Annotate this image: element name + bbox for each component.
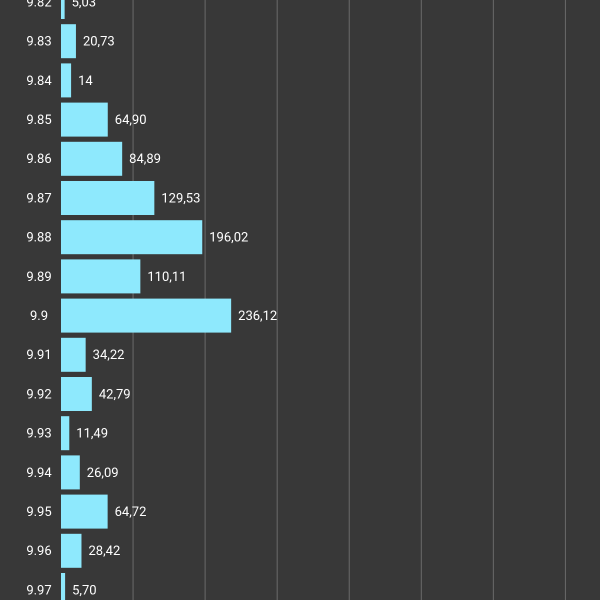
category-label: 9.95: [26, 505, 51, 520]
bar: [61, 220, 203, 255]
value-label: 20,73: [83, 35, 115, 50]
bar: [61, 416, 70, 451]
category-label: 9.88: [26, 231, 51, 246]
bar: [61, 298, 232, 333]
bar: [61, 533, 82, 568]
category-label: 9.87: [26, 191, 51, 206]
value-label: 42,79: [99, 387, 131, 402]
value-label: 34,22: [93, 348, 125, 363]
category-label: 9.86: [26, 152, 51, 167]
bar: [61, 337, 86, 372]
category-label: 9.85: [26, 113, 51, 128]
bar: [61, 455, 80, 490]
category-label: 9.89: [26, 270, 51, 285]
value-label: 84,89: [129, 152, 161, 167]
value-label: 129,53: [161, 191, 200, 206]
category-label: 9.94: [26, 466, 52, 481]
bar: [61, 24, 76, 59]
category-label: 9.83: [26, 35, 51, 50]
category-label: 9.84: [26, 74, 52, 89]
value-label: 26,09: [87, 466, 119, 481]
category-label: 9.92: [26, 387, 51, 402]
value-label: 28,42: [88, 544, 120, 559]
value-label: 5,70: [72, 583, 96, 598]
category-label: 9.96: [26, 544, 51, 559]
category-label: 9.93: [26, 427, 51, 442]
category-label: 9.97: [26, 583, 51, 598]
category-label: 9.82: [26, 0, 51, 10]
value-label: 11,49: [76, 427, 108, 442]
bar: [61, 181, 155, 215]
category-label: 9.9: [30, 309, 48, 324]
value-label: 14: [78, 74, 93, 89]
bar: [61, 259, 141, 294]
category-label: 9.91: [26, 348, 51, 363]
value-label: 236,12: [238, 309, 277, 324]
bar: [61, 102, 108, 137]
bar: [61, 377, 92, 411]
value-label: 64,90: [115, 113, 147, 128]
value-label: 5,03: [72, 0, 96, 10]
bar: [61, 63, 72, 98]
bar: [61, 141, 123, 176]
value-label: 110,11: [147, 270, 186, 285]
bar: [61, 494, 108, 529]
bar: [61, 0, 65, 19]
value-label: 64,72: [115, 505, 147, 520]
value-label: 196,02: [209, 231, 248, 246]
bar: [61, 573, 66, 600]
